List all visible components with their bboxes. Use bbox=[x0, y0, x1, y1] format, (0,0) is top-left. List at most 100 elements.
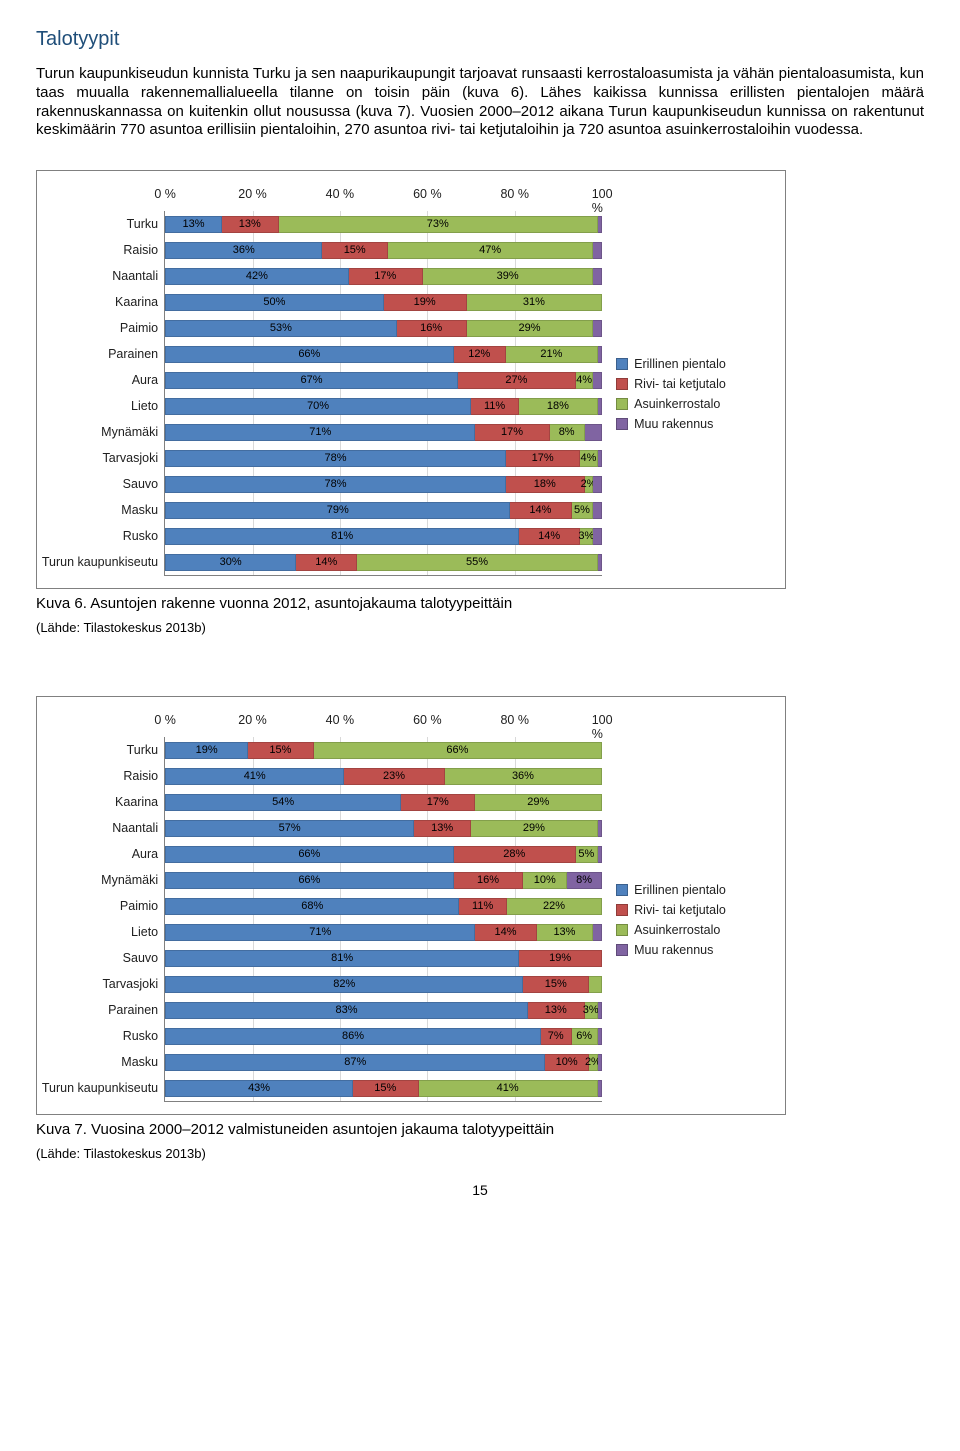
bar-row: 30%14%55% bbox=[165, 549, 602, 575]
bar-segment: 78% bbox=[165, 476, 506, 493]
bar-row: 81%14%3% bbox=[165, 523, 602, 549]
bar-segment: 57% bbox=[165, 820, 414, 837]
category-label: Naantali bbox=[37, 815, 164, 841]
bar-segment: 41% bbox=[419, 1080, 598, 1097]
bar-segment: 13% bbox=[222, 216, 279, 233]
legend-item: Muu rakennus bbox=[616, 943, 785, 957]
bar-row: 78%18%2% bbox=[165, 471, 602, 497]
bar-segment bbox=[593, 924, 602, 941]
chart-2-caption: Kuva 7. Vuosina 2000–2012 valmistuneiden… bbox=[36, 1121, 924, 1140]
category-label: Lieto bbox=[37, 919, 164, 945]
bar-segment: 8% bbox=[567, 872, 602, 889]
category-label: Masku bbox=[37, 497, 164, 523]
bar-segment: 83% bbox=[165, 1002, 528, 1019]
bar-segment: 17% bbox=[475, 424, 549, 441]
bar-row: 71%14%13% bbox=[165, 919, 602, 945]
axis-tick: 20 % bbox=[238, 713, 267, 727]
bar-row: 13%13%73% bbox=[165, 211, 602, 237]
bar-segment: 14% bbox=[519, 528, 580, 545]
bar-row: 79%14%5% bbox=[165, 497, 602, 523]
bar-segment bbox=[593, 476, 602, 493]
bar-segment: 22% bbox=[507, 898, 602, 915]
bar-segment: 27% bbox=[458, 372, 576, 389]
legend-item: Erillinen pientalo bbox=[616, 883, 785, 897]
bar-segment: 39% bbox=[423, 268, 593, 285]
category-label: Parainen bbox=[37, 341, 164, 367]
bar-segment: 47% bbox=[388, 242, 593, 259]
bar-segment: 68% bbox=[165, 898, 459, 915]
axis-tick: 60 % bbox=[413, 713, 442, 727]
bar-row: 19%15%66% bbox=[165, 737, 602, 763]
bar-row: 68%11%22% bbox=[165, 893, 602, 919]
category-label: Masku bbox=[37, 1049, 164, 1075]
category-label: Turku bbox=[37, 211, 164, 237]
bar-segment bbox=[593, 502, 602, 519]
bar-segment bbox=[598, 1002, 602, 1019]
chart-1-source: (Lähde: Tilastokeskus 2013b) bbox=[36, 620, 924, 636]
bar-segment bbox=[598, 554, 602, 571]
bar-segment: 5% bbox=[576, 846, 598, 863]
category-label: Tarvasjoki bbox=[37, 445, 164, 471]
legend-label: Asuinkerrostalo bbox=[634, 923, 720, 937]
category-label: Rusko bbox=[37, 523, 164, 549]
bar-segment: 10% bbox=[523, 872, 567, 889]
legend-swatch bbox=[616, 418, 628, 430]
bar-segment bbox=[598, 216, 602, 233]
bar-segment: 81% bbox=[165, 950, 519, 967]
bar-segment bbox=[585, 424, 602, 441]
bar-segment: 6% bbox=[572, 1028, 598, 1045]
bar-row: 87%10%2% bbox=[165, 1049, 602, 1075]
category-label: Rusko bbox=[37, 1023, 164, 1049]
legend-label: Erillinen pientalo bbox=[634, 357, 726, 371]
axis-tick: 60 % bbox=[413, 187, 442, 201]
bar-segment: 82% bbox=[165, 976, 523, 993]
category-label: Kaarina bbox=[37, 289, 164, 315]
bar-segment: 14% bbox=[296, 554, 357, 571]
legend-swatch bbox=[616, 358, 628, 370]
legend-label: Asuinkerrostalo bbox=[634, 397, 720, 411]
bar-row: 82%15% bbox=[165, 971, 602, 997]
bar-segment: 36% bbox=[445, 768, 602, 785]
chart-2-frame: TurkuRaisioKaarinaNaantaliAuraMynämäkiPa… bbox=[36, 696, 786, 1115]
category-label: Sauvo bbox=[37, 471, 164, 497]
category-label: Aura bbox=[37, 841, 164, 867]
axis-tick: 20 % bbox=[238, 187, 267, 201]
bar-segment: 36% bbox=[165, 242, 322, 259]
bar-row: 43%15%41% bbox=[165, 1075, 602, 1101]
bar-segment: 11% bbox=[459, 898, 507, 915]
bar-segment: 31% bbox=[467, 294, 602, 311]
category-label: Parainen bbox=[37, 997, 164, 1023]
bar-segment: 19% bbox=[519, 950, 602, 967]
bar-segment: 55% bbox=[357, 554, 597, 571]
category-label: Mynämäki bbox=[37, 867, 164, 893]
bar-segment: 21% bbox=[506, 346, 598, 363]
legend-label: Rivi- tai ketjutalo bbox=[634, 903, 726, 917]
bar-row: 71%17%8% bbox=[165, 419, 602, 445]
bar-segment: 29% bbox=[475, 794, 602, 811]
category-label: Lieto bbox=[37, 393, 164, 419]
category-label: Kaarina bbox=[37, 789, 164, 815]
bar-segment: 11% bbox=[471, 398, 519, 415]
bar-row: 42%17%39% bbox=[165, 263, 602, 289]
legend-label: Erillinen pientalo bbox=[634, 883, 726, 897]
category-label: Paimio bbox=[37, 315, 164, 341]
category-label: Raisio bbox=[37, 237, 164, 263]
bar-segment: 3% bbox=[580, 528, 593, 545]
category-label: Turun kaupunkiseutu bbox=[37, 1075, 164, 1101]
bar-segment: 71% bbox=[165, 924, 475, 941]
bar-segment: 43% bbox=[165, 1080, 353, 1097]
bar-segment: 15% bbox=[248, 742, 314, 759]
bar-segment: 28% bbox=[454, 846, 576, 863]
bar-segment: 29% bbox=[467, 320, 594, 337]
category-label: Turku bbox=[37, 737, 164, 763]
legend-swatch bbox=[616, 378, 628, 390]
bar-row: 66%28%5% bbox=[165, 841, 602, 867]
bar-segment bbox=[593, 528, 602, 545]
bar-segment: 13% bbox=[537, 924, 594, 941]
bar-row: 57%13%29% bbox=[165, 815, 602, 841]
legend-swatch bbox=[616, 398, 628, 410]
bar-segment: 17% bbox=[506, 450, 580, 467]
legend-item: Asuinkerrostalo bbox=[616, 923, 785, 937]
paragraph-text: Turun kaupunkiseudun kunnista Turku ja s… bbox=[36, 65, 924, 140]
bar-segment: 54% bbox=[165, 794, 401, 811]
